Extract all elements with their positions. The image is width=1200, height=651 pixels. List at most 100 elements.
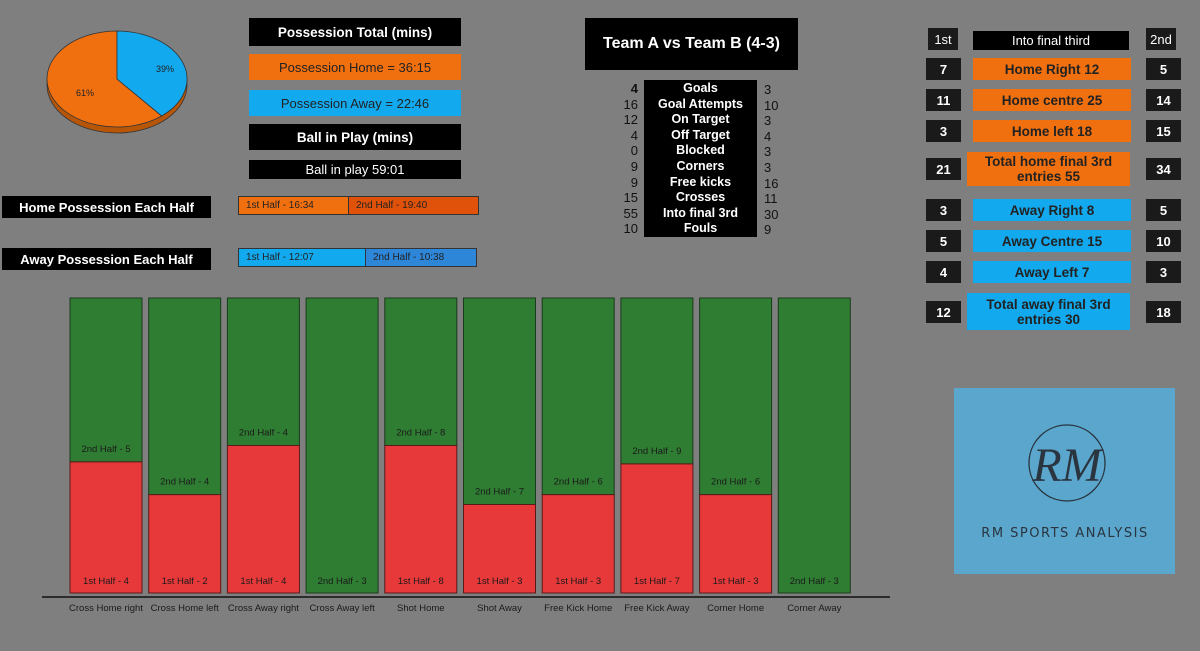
stat-label: Goal Attempts — [658, 96, 743, 111]
stat-label: Crosses — [675, 190, 726, 205]
away-stat-value: 3 — [764, 82, 772, 97]
bar-first-half — [463, 504, 536, 594]
final-third-first-half-value: 12 — [926, 301, 961, 323]
final-third-first-half-value: 5 — [926, 230, 961, 252]
away-stat-value: 16 — [764, 175, 779, 191]
bar-second-half — [226, 297, 300, 446]
stat-label: Free kicks — [669, 174, 732, 189]
stat-label: On Target — [671, 112, 730, 127]
bar-first-half — [384, 445, 458, 594]
home-stat-value: 10 — [623, 221, 638, 237]
final-third-first-half-value: 3 — [926, 199, 961, 221]
away-second-half-bar: 2nd Half - 10:38 — [365, 248, 477, 267]
home-stat-value: 4 — [630, 81, 638, 96]
possession-home: Possession Home = 36:15 — [249, 54, 461, 80]
pie-away-label: 39% — [156, 64, 174, 74]
category-label: Shot Home — [397, 603, 445, 614]
bar-second-half-label: 2nd Half - 9 — [632, 446, 681, 457]
logo-panel: RM RM SPORTS ANALYSIS — [954, 388, 1175, 574]
stat-label: Into final 3rd — [663, 205, 738, 220]
bar-second-half — [148, 297, 222, 496]
stat-label: Corners — [676, 158, 725, 173]
final-third-first-half-value: 21 — [926, 158, 961, 180]
final-third-second-half-value: 5 — [1146, 199, 1181, 221]
home-stats-column: 4 16 12 4 0 9 9 15 55 10 — [598, 81, 638, 237]
away-stats-column: 3 10 3 4 3 3 16 11 30 9 — [764, 82, 804, 238]
bar-second-half-label: 2nd Half - 4 — [160, 477, 209, 488]
category-label: Corner Home — [707, 603, 764, 614]
ball-in-play-title: Ball in Play (mins) — [249, 124, 461, 150]
final-third-first-half-value: 4 — [926, 261, 961, 283]
away-stat-value: 3 — [764, 113, 772, 129]
bar-second-half — [699, 297, 773, 496]
pie-slice-home — [46, 30, 163, 128]
stat-label: Off Target — [671, 127, 730, 142]
home-second-half-bar: 2nd Half - 19:40 — [348, 196, 479, 215]
home-stat-value: 16 — [623, 96, 638, 112]
home-stat-value: 55 — [623, 205, 638, 221]
bar-first-half — [226, 445, 300, 594]
stat-label: Goals — [683, 81, 718, 95]
stats-labels-panel: Goals Goal Attempts On Target Off Target Blo… — [644, 80, 757, 237]
bar-first-half — [541, 494, 615, 594]
bar-second-half — [305, 297, 379, 594]
first-half-header: 1st — [928, 28, 958, 50]
bar-second-half-label: 2nd Half - 6 — [554, 477, 603, 488]
match-title: Team A vs Team B (4-3) — [585, 18, 798, 70]
bar-first-half-label: 1st Half - 3 — [477, 576, 523, 587]
final-third-second-half-value: 15 — [1146, 120, 1181, 142]
bar-second-half — [69, 297, 143, 463]
bar-first-half-label: 1st Half - 4 — [240, 576, 286, 587]
bar-second-half-label: 2nd Half - 3 — [790, 576, 839, 587]
bar-second-half-label: 2nd Half - 5 — [81, 444, 130, 455]
final-third-away-entry: Total away final 3rd entries 30 — [967, 293, 1130, 330]
half-comparison-chart: 1st Half - 4 2nd Half - 5 Cross Home right… — [42, 297, 890, 614]
final-third-away-entry: Away Left 7 — [973, 261, 1131, 283]
logo-text: RM SPORTS ANALYSIS — [981, 526, 1148, 541]
final-third-second-half-value: 14 — [1146, 89, 1181, 111]
home-stat-value: 12 — [623, 112, 638, 128]
bar-first-half — [148, 494, 222, 594]
category-label: Shot Away — [477, 603, 522, 614]
bar-second-half — [463, 297, 536, 505]
category-label: Cross Away right — [228, 603, 299, 614]
final-third-second-half-value: 3 — [1146, 261, 1181, 283]
bar-second-half-label: 2nd Half - 3 — [318, 576, 367, 587]
home-stat-value: 4 — [630, 127, 638, 143]
bar-second-half — [620, 297, 694, 465]
bar-first-half-label: 1st Half - 3 — [555, 576, 601, 587]
bar-first-half-label: 1st Half - 4 — [83, 576, 129, 587]
final-third-title: Into final third — [973, 31, 1129, 50]
second-half-header: 2nd — [1146, 28, 1176, 50]
possession-away: Possession Away = 22:46 — [249, 90, 461, 116]
away-stat-value: 9 — [764, 222, 772, 238]
stat-label: Blocked — [676, 143, 725, 158]
bar-first-half — [699, 494, 773, 594]
away-stat-value: 10 — [764, 97, 779, 113]
category-label: Cross Home left — [151, 603, 219, 614]
bar-first-half-label: 1st Half - 2 — [162, 576, 208, 587]
final-third-second-half-value: 10 — [1146, 230, 1181, 252]
bar-second-half — [384, 297, 458, 446]
category-label: Free Kick Home — [544, 603, 612, 614]
final-third-home-entry: Home centre 25 — [973, 89, 1131, 111]
bar-second-half-label: 2nd Half - 7 — [475, 487, 524, 498]
away-stat-value: 30 — [764, 206, 779, 222]
away-stat-value: 3 — [764, 159, 772, 175]
ball-in-play-value: Ball in play 59:01 — [249, 160, 461, 179]
final-third-home-entry: Home left 18 — [973, 120, 1131, 142]
home-stat-value: 15 — [623, 190, 638, 206]
final-third-away-entry: Away Centre 15 — [973, 230, 1131, 252]
away-first-half-bar: 1st Half - 12:07 — [238, 248, 366, 267]
home-stat-value: 9 — [630, 158, 638, 174]
away-stat-value: 3 — [764, 144, 772, 160]
final-third-second-half-value: 34 — [1146, 158, 1181, 180]
bar-first-half — [620, 463, 694, 594]
category-label: Cross Away left — [309, 603, 375, 614]
bar-first-half — [69, 461, 143, 594]
category-label: Corner Away — [787, 603, 841, 614]
bar-first-half-label: 1st Half - 3 — [713, 576, 759, 587]
final-third-second-half-value: 5 — [1146, 58, 1181, 80]
bar-second-half-label: 2nd Half - 4 — [239, 428, 288, 439]
stat-label: Fouls — [683, 221, 718, 236]
